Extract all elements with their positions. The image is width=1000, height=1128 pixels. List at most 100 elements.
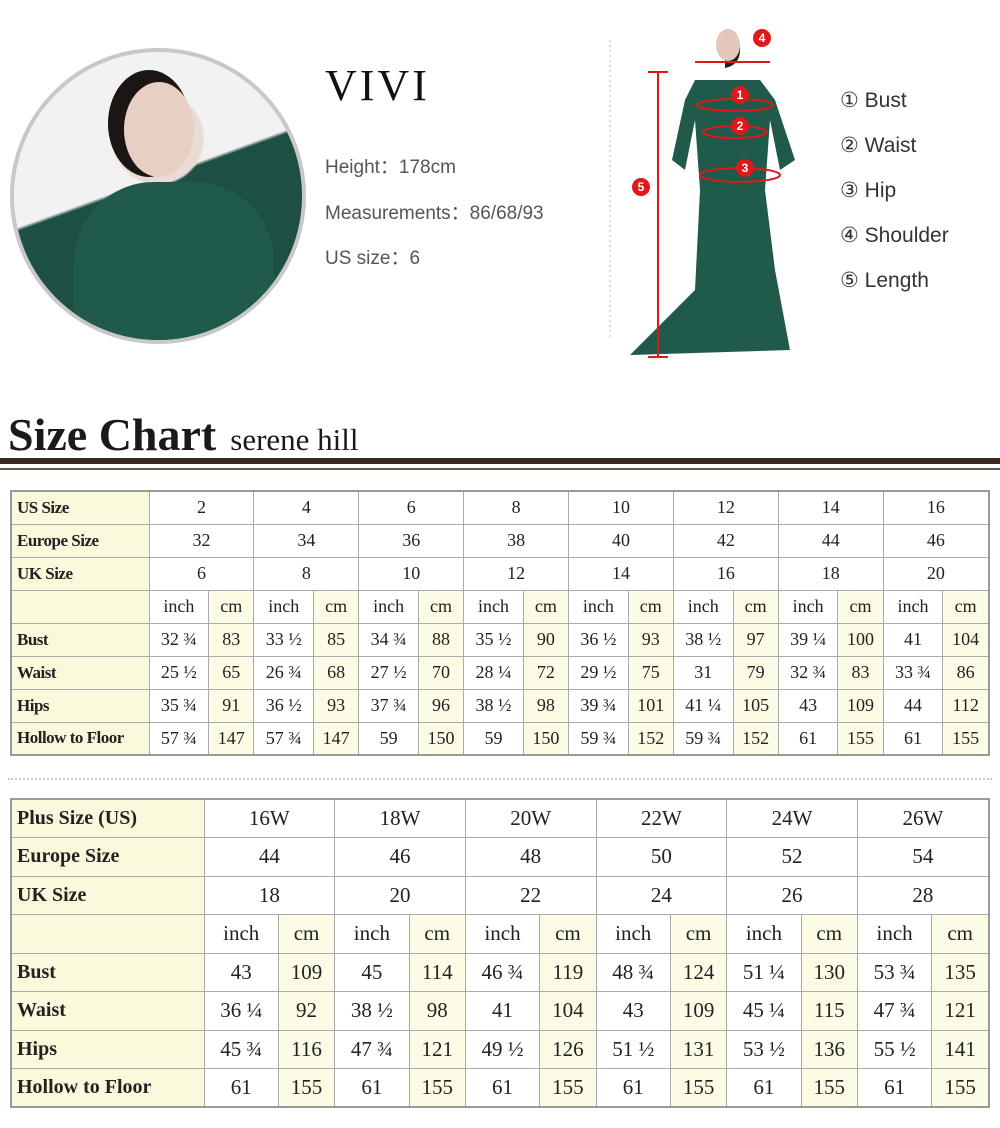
cm-value: 109 [277, 952, 336, 992]
size-cell: 24W [726, 798, 858, 838]
cm-value: 155 [408, 1068, 466, 1108]
measurement-row: Waist 25 ½ 65 26 ¾ 68 27 ½ 70 28 ¼ 72 29 ½ 75 31 79 3… [10, 655, 990, 690]
unit-inch: inch [203, 914, 279, 954]
unit-cm: cm [669, 914, 728, 954]
measurement-legend: ① Bust ② Waist ③ Hip ④ Shoulder ⑤ Length [840, 88, 949, 313]
inch-value: 34 ¾ [358, 622, 419, 657]
size-cell: 38 [463, 523, 569, 558]
size-cell: 20W [464, 798, 597, 838]
inch-value: 38 ½ [334, 991, 410, 1031]
unit-cm: cm [313, 589, 360, 624]
cm-value: 112 [942, 688, 990, 723]
unit-inch: inch [726, 914, 802, 954]
row-label: Europe Size [10, 523, 150, 558]
marker-3: 3 [742, 161, 749, 175]
unit-cm: cm [208, 589, 255, 624]
unit-cm: cm [627, 589, 674, 624]
inch-value: 61 [856, 1068, 933, 1108]
cm-value: 83 [837, 655, 884, 690]
size-cell: 12 [672, 490, 779, 525]
row-label: Plus Size (US) [10, 798, 205, 838]
row-label: Hollow to Floor [10, 1068, 205, 1108]
measurement-diagram: 4 1 2 3 5 [609, 29, 795, 358]
size-cell: 8 [253, 556, 360, 591]
inch-value: 32 ¾ [777, 655, 839, 690]
size-cell: 26 [726, 875, 858, 915]
inch-value: 35 ¾ [148, 688, 210, 723]
unit-inch: inch [882, 589, 944, 624]
cm-value: 135 [931, 952, 990, 992]
cm-value: 155 [669, 1068, 728, 1108]
inch-value: 53 ¾ [856, 952, 933, 992]
inch-value: 28 ¼ [463, 655, 524, 690]
unit-cm: cm [417, 589, 465, 624]
inch-value: 48 ¾ [595, 952, 671, 992]
divider [0, 458, 1000, 464]
inch-value: 39 ¼ [777, 622, 839, 657]
cm-value: 93 [313, 688, 360, 723]
row-label: UK Size [10, 875, 205, 915]
size-cell: 18 [777, 556, 884, 591]
size-cell: 18 [203, 875, 336, 915]
size-cell: 42 [672, 523, 779, 558]
unit-cm: cm [931, 914, 990, 954]
cm-value: 155 [837, 721, 884, 756]
size-cell: 2 [148, 490, 255, 525]
dotted-divider [8, 778, 992, 780]
cm-value: 114 [408, 952, 466, 992]
cm-value: 72 [522, 655, 570, 690]
unit-inch: inch [358, 589, 419, 624]
size-cell: 6 [358, 490, 465, 525]
unit-row: inch cm inch cm inch cm inch cm inch cm inch cm [10, 914, 990, 954]
row-label: Waist [10, 655, 150, 690]
cm-value: 98 [522, 688, 570, 723]
inch-value: 43 [777, 688, 839, 723]
cm-value: 88 [417, 622, 465, 657]
inch-value: 61 [203, 1068, 279, 1108]
cm-value: 100 [837, 622, 884, 657]
cm-value: 121 [931, 991, 990, 1031]
inch-value: 33 ½ [253, 622, 315, 657]
cm-value: 104 [942, 622, 990, 657]
inch-value: 25 ½ [148, 655, 210, 690]
cm-value: 155 [277, 1068, 336, 1108]
size-header-row: Plus Size (US) 16W 18W 20W 22W 24W 26W [10, 798, 990, 838]
cm-value: 93 [627, 622, 674, 657]
cm-value: 70 [417, 655, 465, 690]
size-cell: 46 [882, 523, 990, 558]
unit-inch: inch [568, 589, 629, 624]
inch-value: 45 ¼ [726, 991, 802, 1031]
cm-value: 83 [208, 622, 255, 657]
unit-cm: cm [800, 914, 858, 954]
marker-1: 1 [737, 88, 744, 102]
legend-waist: ② Waist [840, 134, 917, 157]
cm-value: 96 [417, 688, 465, 723]
size-cell: 16 [672, 556, 779, 591]
title-main: Size Chart [8, 409, 217, 460]
size-cell: 12 [463, 556, 569, 591]
size-cell: 34 [253, 523, 360, 558]
inch-value: 38 ½ [672, 622, 734, 657]
unit-cm: cm [942, 589, 990, 624]
cm-value: 130 [800, 952, 858, 992]
divider [0, 468, 1000, 470]
size-cell: 10 [568, 490, 674, 525]
cm-value: 124 [669, 952, 728, 992]
inch-value: 26 ¾ [253, 655, 315, 690]
cm-value: 152 [732, 721, 779, 756]
inch-value: 49 ½ [464, 1029, 541, 1069]
cm-value: 150 [522, 721, 570, 756]
inch-value: 47 ¾ [334, 1029, 410, 1069]
size-cell: 22 [464, 875, 597, 915]
inch-value: 31 [672, 655, 734, 690]
inch-value: 36 ½ [253, 688, 315, 723]
size-cell: 44 [203, 837, 336, 877]
inch-value: 32 ¾ [148, 622, 210, 657]
inch-value: 59 [358, 721, 419, 756]
size-cell: 18W [334, 798, 466, 838]
inch-value: 45 [334, 952, 410, 992]
marker-5: 5 [638, 180, 645, 194]
legend-shoulder: ④ Shoulder [840, 224, 949, 247]
cm-value: 150 [417, 721, 465, 756]
